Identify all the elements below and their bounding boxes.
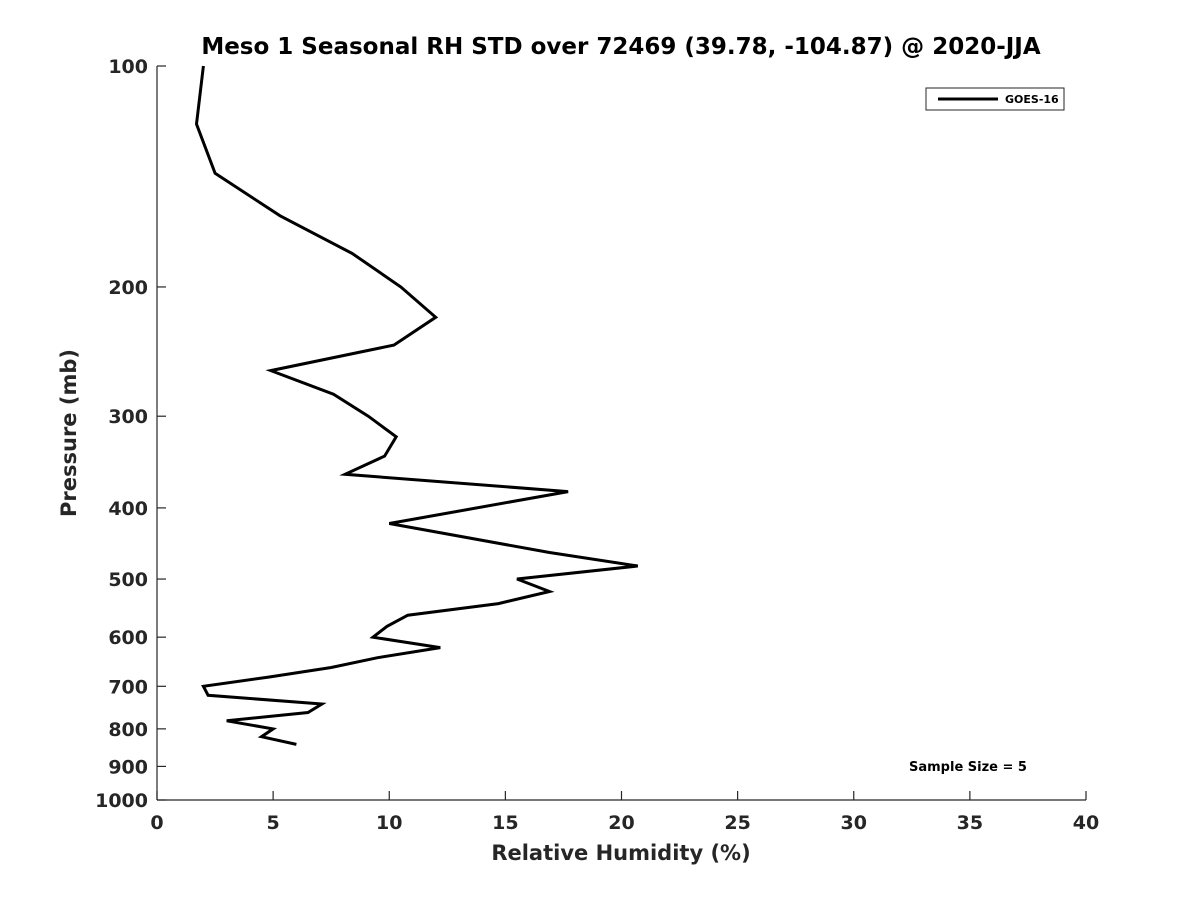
sample-size-annotation: Sample Size = 5 (909, 760, 1027, 775)
x-axis-ticks: 0 5 10 15 20 25 30 35 40 (150, 791, 1099, 834)
x-tick-label: 0 (150, 812, 163, 834)
x-tick-label: 5 (267, 812, 280, 834)
y-tick-label: 600 (108, 627, 148, 649)
y-tick-label: 800 (108, 719, 148, 741)
legend: GOES-16 (925, 87, 1065, 111)
x-tick-label: 35 (957, 812, 983, 834)
x-tick-label: 20 (608, 812, 634, 834)
y-tick-label: 900 (108, 756, 148, 778)
y-tick-label: 200 (108, 277, 148, 299)
x-tick-label: 40 (1073, 812, 1099, 834)
y-tick-label: 500 (108, 569, 148, 591)
x-tick-label: 15 (492, 812, 518, 834)
x-tick-label: 30 (841, 812, 867, 834)
y-tick-label: 400 (108, 498, 148, 520)
x-tick-label: 10 (376, 812, 402, 834)
legend-label-goes-16: GOES-16 (1005, 93, 1059, 106)
series-line-goes-16 (194, 65, 639, 746)
y-tick-label: 700 (108, 676, 148, 698)
y-tick-label: 300 (108, 406, 148, 428)
x-tick-label: 25 (724, 812, 750, 834)
y-axis-ticks: 100 200 300 400 500 600 700 800 900 1000 (95, 56, 166, 812)
chart-title: Meso 1 Seasonal RH STD over 72469 (39.78… (201, 34, 1041, 60)
x-axis-label: Relative Humidity (%) (491, 841, 750, 865)
series-layer (194, 65, 639, 746)
axes (156, 66, 1086, 801)
y-tick-label: 100 (108, 56, 148, 78)
y-axis-label: Pressure (mb) (57, 349, 81, 517)
y-tick-label: 1000 (95, 790, 148, 812)
